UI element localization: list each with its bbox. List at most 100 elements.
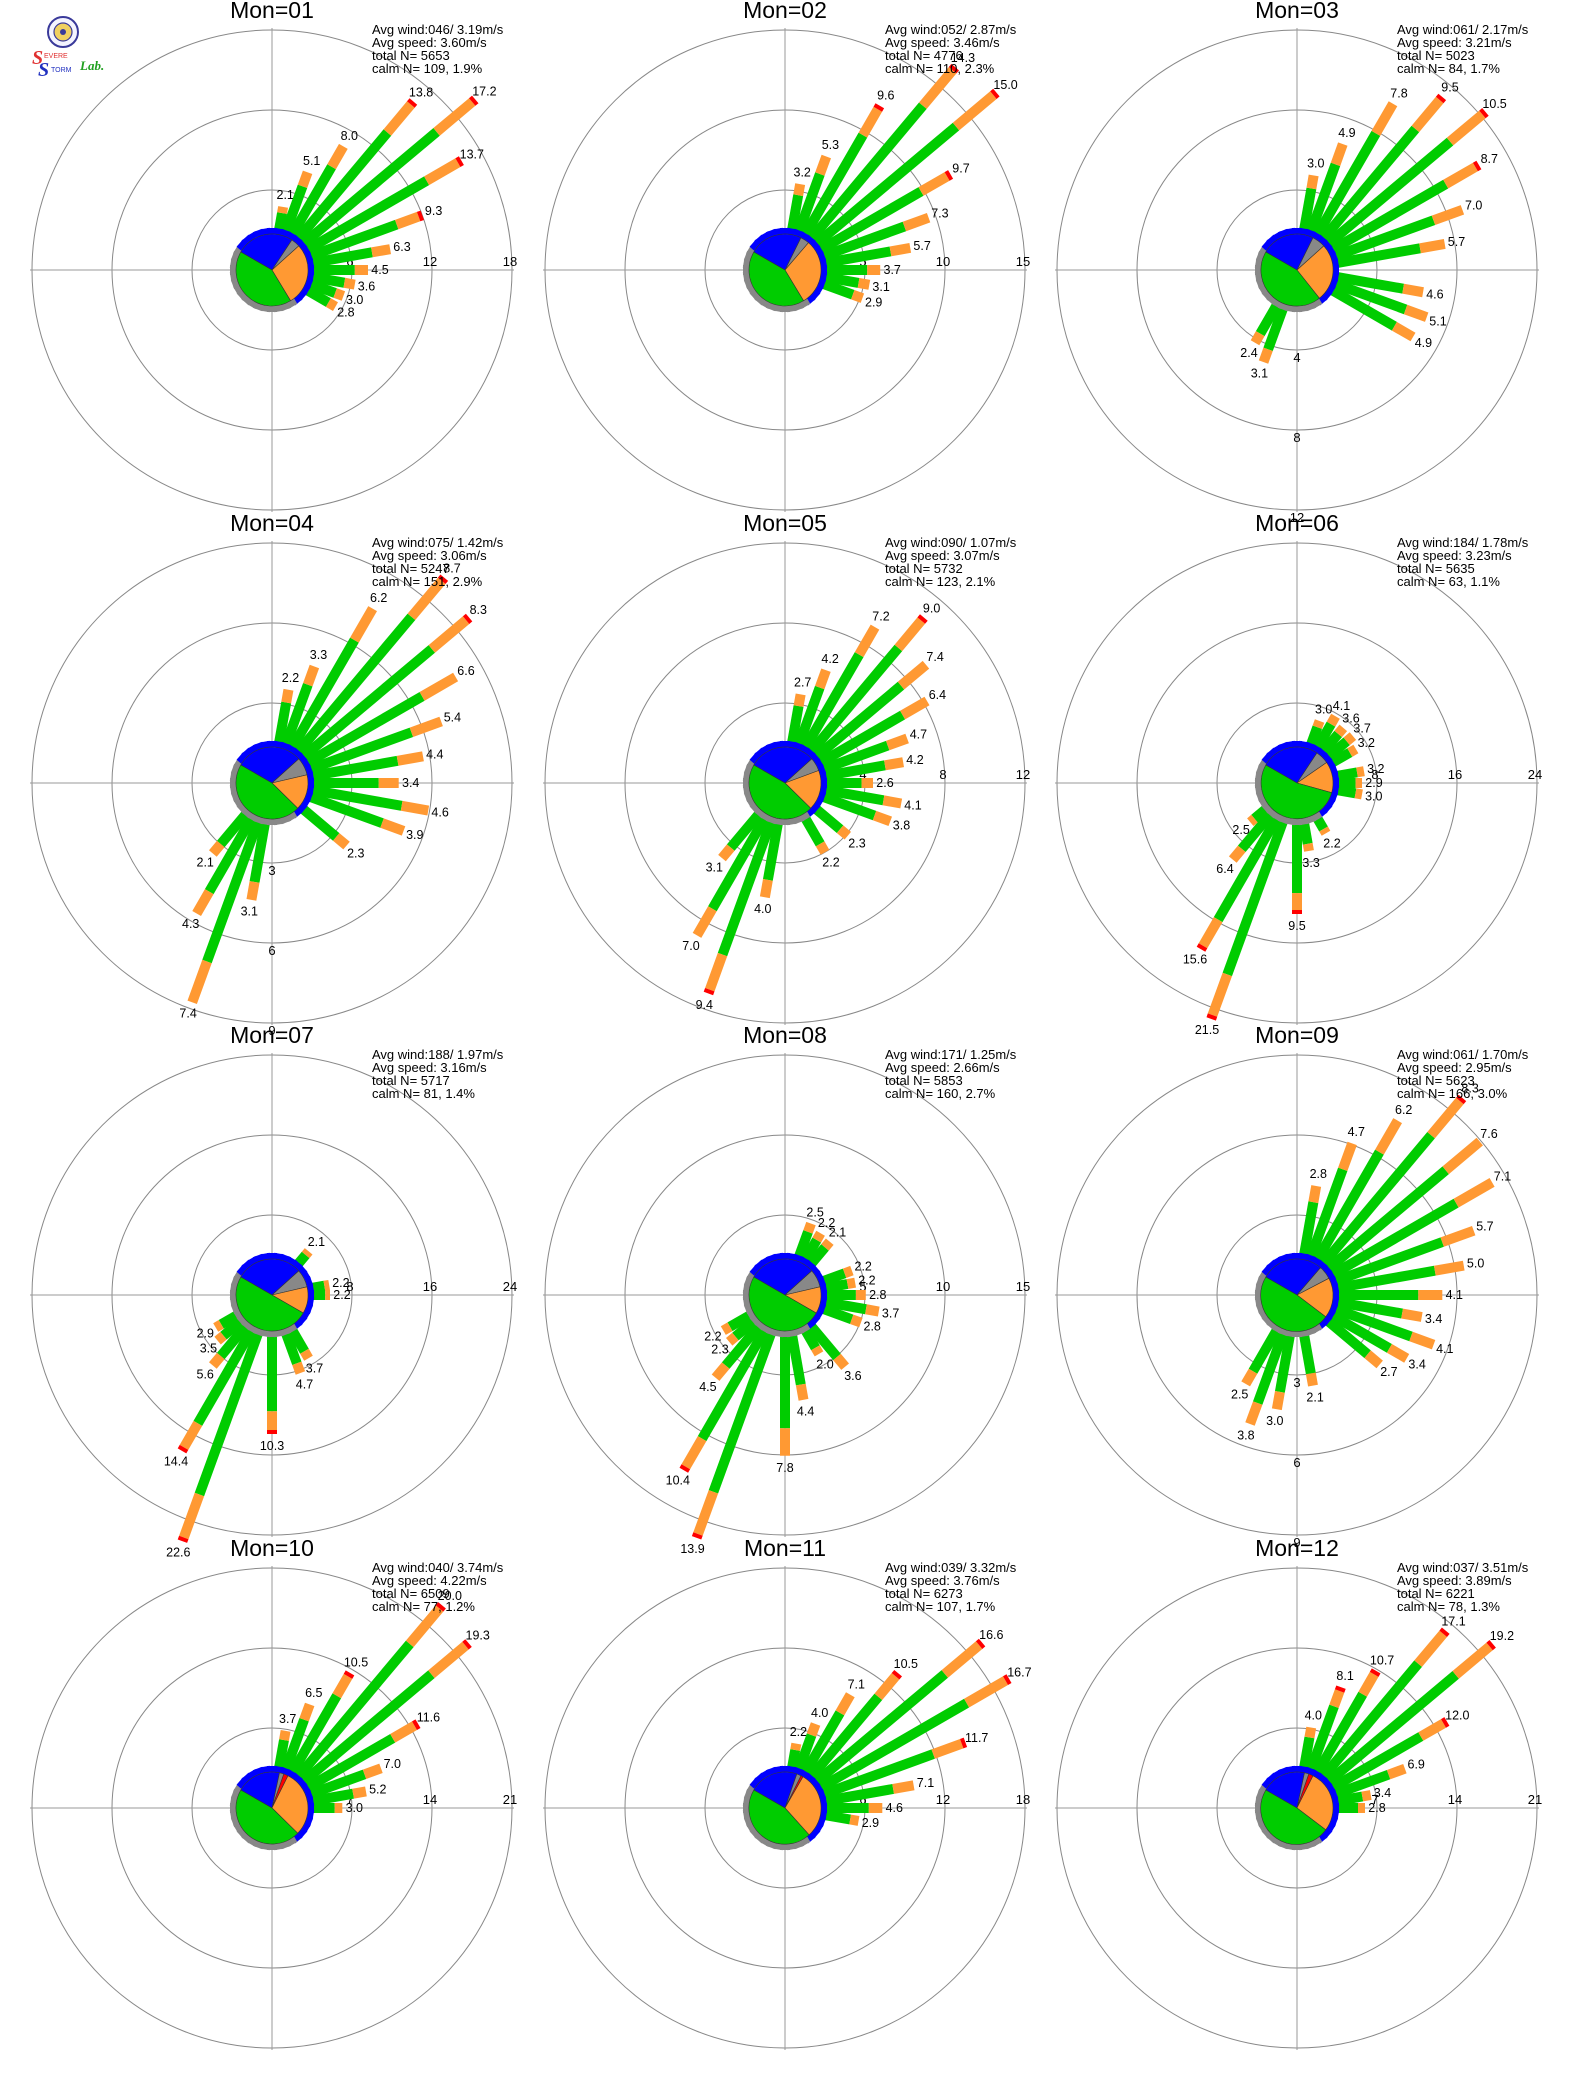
bar-value-label: 2.8 <box>1368 1801 1385 1815</box>
bar-orange <box>836 825 851 840</box>
stat-calm-n: calm N= 151, 2.9% <box>372 574 483 589</box>
bar-value-label: 11.6 <box>417 1711 440 1725</box>
stat-total-n: total N= 5853 <box>885 1073 963 1088</box>
bar-green <box>304 790 384 828</box>
bar-orange <box>793 693 806 707</box>
bar-orange <box>362 1763 383 1779</box>
bar-orange <box>681 1436 707 1470</box>
bar-green <box>1304 162 1341 238</box>
bar-green <box>273 701 292 749</box>
bar-orange <box>209 840 225 857</box>
bar-orange <box>1401 1308 1423 1322</box>
bar-value-label: 4.9 <box>1415 336 1432 350</box>
pie-slice-green <box>235 251 292 307</box>
bar-orange <box>821 1238 834 1251</box>
ring-tick-label: 24 <box>503 1279 517 1294</box>
bar-value-label: 3.2 <box>794 165 811 179</box>
bar-value-label: 5.4 <box>444 710 461 724</box>
bar-orange <box>400 800 430 816</box>
bar-green <box>1248 1323 1284 1374</box>
bar-red <box>990 88 1000 99</box>
bar-orange <box>1241 1368 1258 1387</box>
bar-value-label: 3.1 <box>241 905 258 919</box>
bar-red <box>1003 1674 1012 1685</box>
bar-red <box>455 156 464 167</box>
bar-orange <box>292 1361 306 1375</box>
bar-green <box>1255 298 1284 337</box>
wind-rose-8: 5 10 152.52.22.12.22.22.83.72.83.62.04.47.… <box>543 1022 1030 1556</box>
bar-green <box>1237 807 1278 852</box>
stat-avg-speed: Avg speed: 3.06m/s <box>372 548 487 563</box>
bar-green <box>1298 1736 1315 1774</box>
wind-rose-9: 3 6 9 2.8 4.7 6.2 8.3 7.6 7.1 5.7 5.0 4.1 3.4 4.1 3.4 2… <box>1055 1022 1539 1550</box>
bar-orange <box>380 818 406 836</box>
bar-value-label: 5.7 <box>1476 1220 1493 1234</box>
bar-value-label: 3.8 <box>1237 1428 1254 1442</box>
bar-green <box>792 172 825 238</box>
bar-green <box>763 817 784 881</box>
stat-avg-wind: Avg wind:184/ 1.78m/s <box>1397 535 1529 550</box>
bar-orange <box>1329 1689 1345 1708</box>
bar-value-label: 5.7 <box>913 239 930 253</box>
bar-value-label: 11.7 <box>965 1731 988 1745</box>
bar-orange <box>919 67 957 109</box>
stat-calm-n: calm N= 109, 1.9% <box>372 61 483 76</box>
bar-green <box>809 122 960 251</box>
bar-orange <box>325 298 338 311</box>
ring-tick-label: 14 <box>1448 1792 1462 1807</box>
bar-green <box>813 710 906 770</box>
bar-orange <box>1446 110 1486 146</box>
bar-orange <box>803 1221 816 1234</box>
bar-green <box>1316 125 1420 246</box>
bar-orange <box>1418 1719 1446 1741</box>
bar-red <box>1441 1717 1450 1728</box>
wind-rose-7: 8 16 24 2.1 2.22.2 3.74.7 10.3 22.6 14.4 5.6 3.52.… <box>30 1022 517 1560</box>
fringe-tick <box>259 227 271 236</box>
logo-word-lab: Lab. <box>79 58 104 73</box>
bar-orange <box>1326 713 1340 727</box>
bar-value-label: 17.2 <box>472 85 496 99</box>
stat-avg-speed: Avg speed: 3.07m/s <box>885 548 1000 563</box>
bar-value-label: 3.0 <box>346 293 363 307</box>
bar-value-label: 4.2 <box>821 652 838 666</box>
bar-value-label: 5.2 <box>369 1782 386 1796</box>
stat-calm-n: calm N= 160, 2.7% <box>885 1086 996 1101</box>
bar-orange <box>350 606 377 643</box>
bar-red <box>948 63 959 74</box>
ring-tick-label: 6 <box>859 1792 866 1807</box>
bar-value-label: 5.7 <box>1448 235 1465 249</box>
ring-tick-label: 12 <box>936 1792 950 1807</box>
bar-value-label: 3.8 <box>893 818 910 832</box>
bar-green <box>786 194 804 236</box>
bar-value-label: 2.1 <box>308 1235 325 1249</box>
bar-orange <box>858 106 883 138</box>
bar-value-label: 9.7 <box>952 161 969 175</box>
bar-value-label: 3.6 <box>844 1369 861 1383</box>
bar-red <box>412 1719 421 1730</box>
bar-value-label: 3.7 <box>884 263 901 277</box>
bar-green <box>786 705 804 749</box>
bar-orange <box>1427 1097 1464 1139</box>
bar-orange <box>874 1673 900 1700</box>
stat-calm-n: calm N= 78, 1.3% <box>1397 1599 1500 1614</box>
bar-green <box>798 652 864 755</box>
bar-value-label: 7.0 <box>384 1757 401 1771</box>
bar-red <box>691 1532 703 1540</box>
bar-green <box>296 128 440 251</box>
ring-tick-label: 16 <box>1448 767 1462 782</box>
bar-orange <box>209 1352 225 1369</box>
pie-slice-blue <box>1265 746 1318 784</box>
bar-orange <box>1198 917 1223 949</box>
logo-letter-s1: S <box>32 47 43 69</box>
bar-value-label: 4.6 <box>431 806 448 820</box>
ring-tick-label: 7 <box>1371 1792 1378 1807</box>
bar-value-label: 4.1 <box>904 799 921 813</box>
bar-green <box>819 760 886 782</box>
bar-green <box>296 1670 435 1789</box>
ring-tick-label: 3 <box>268 863 275 878</box>
ring-tick-label: 12 <box>1290 510 1304 525</box>
bar-value-label: 2.2 <box>855 1260 872 1274</box>
wind-rose-10: 7 14 21 3.7 6.5 10.5 20.0 19.3 11.6 7.0 5.2 3.0 Mon=… <box>30 1535 517 2050</box>
bar-green <box>300 1734 396 1795</box>
bar-value-label: 9.0 <box>923 601 940 615</box>
